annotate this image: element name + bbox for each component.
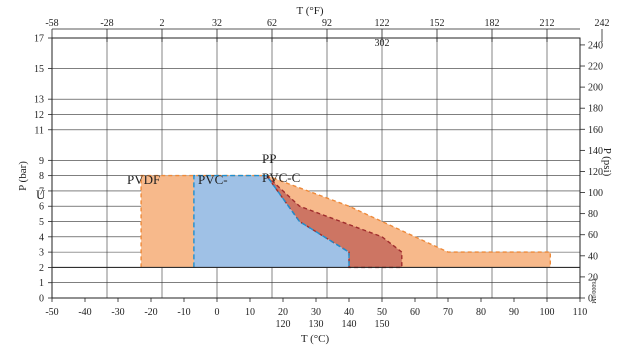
x-tick-label: 50 xyxy=(377,307,387,318)
series-label-u: U xyxy=(36,187,46,202)
y-right-tick-label: 160 xyxy=(588,125,603,136)
x-tick-label: -40 xyxy=(78,307,91,318)
y-right-tick-label: 40 xyxy=(588,251,598,262)
series-label-pvc-c: PVC-C xyxy=(262,170,300,185)
x-tick-label: 40 xyxy=(344,307,354,318)
y-right-tick-label: 200 xyxy=(588,83,603,94)
y-tick-label: 17 xyxy=(34,34,44,45)
x-tick-label: 60 xyxy=(410,307,420,318)
x-tick-label: 80 xyxy=(476,307,486,318)
x-top-axis-title: T (°F) xyxy=(296,5,323,17)
x-top-extra-tick-label: 302 xyxy=(375,38,390,49)
x-top-tick-label: -58 xyxy=(45,18,58,29)
y-tick-label: 0 xyxy=(39,294,44,305)
x-extra-tick-label: 150 xyxy=(375,319,390,330)
x-top-tick-label: 182 xyxy=(485,18,500,29)
x-top-tick-label: 212 xyxy=(540,18,555,29)
x-tick-label: -30 xyxy=(111,307,124,318)
area-pvc-outline xyxy=(193,174,350,268)
y-tick-label: 7 xyxy=(39,186,44,197)
x-tick-label: 110 xyxy=(573,307,588,318)
y-tick-label: 9 xyxy=(39,156,44,167)
x-top-tick-label: 32 xyxy=(212,18,222,29)
y-tick-label: 1 xyxy=(39,278,44,289)
y-right-tick-label: 220 xyxy=(588,62,603,73)
x-axis-title: T (°C) xyxy=(301,333,330,345)
x-top-tick-label: 62 xyxy=(267,18,277,29)
y-tick-label: 13 xyxy=(34,95,44,106)
figure-code: T6000/0M xyxy=(590,278,596,304)
x-tick-label: 20 xyxy=(278,307,288,318)
series-label-pp: PP xyxy=(262,151,276,166)
axes xyxy=(48,28,603,302)
x-top-tick-label: 92 xyxy=(322,18,332,29)
y-tick-label: 12 xyxy=(34,110,44,121)
x-top-tick-label: 152 xyxy=(430,18,445,29)
x-top-tick-label: 2 xyxy=(160,18,165,29)
y-tick-label: 5 xyxy=(39,217,44,228)
series-label-pvdf: PVDF xyxy=(127,172,160,187)
y-tick-label: 6 xyxy=(39,202,44,213)
area-pvdf-outline xyxy=(140,174,551,268)
x-tick-label: -20 xyxy=(144,307,157,318)
x-tick-label: 100 xyxy=(540,307,555,318)
x-top-tick-label: 122 xyxy=(375,18,390,29)
pressure-areas xyxy=(140,174,551,269)
x-tick-label: 0 xyxy=(215,307,220,318)
y-right-tick-label: 100 xyxy=(588,188,603,199)
tick-labels: -58-282326292122152182212242272302-50-40… xyxy=(34,18,610,330)
y-tick-label: 4 xyxy=(39,232,44,243)
y-right-tick-label: 60 xyxy=(588,230,598,241)
y-axis-title: P (bar) xyxy=(17,161,29,191)
y-right-tick-label: 20 xyxy=(588,272,598,283)
y-tick-label: 2 xyxy=(39,263,44,274)
x-tick-label: 10 xyxy=(245,307,255,318)
y-right-tick-label: 240 xyxy=(588,40,603,51)
x-tick-label: -50 xyxy=(45,307,58,318)
x-extra-tick-label: 130 xyxy=(309,319,324,330)
y-tick-label: 15 xyxy=(34,64,44,75)
y-tick-label: 11 xyxy=(34,125,44,136)
area-pvc xyxy=(193,175,349,268)
x-tick-label: -10 xyxy=(177,307,190,318)
y-right-axis-title: P (psi) xyxy=(601,148,613,177)
x-top-tick-label: 242 xyxy=(595,18,610,29)
y-right-tick-label: 0 xyxy=(588,294,593,305)
y-right-tick-label: 140 xyxy=(588,146,603,157)
area-pp xyxy=(266,175,402,268)
series-label-pvc: PVC- xyxy=(198,172,228,187)
y-tick-label: 8 xyxy=(39,171,44,182)
y-right-tick-label: 180 xyxy=(588,104,603,115)
x-extra-tick-label: 120 xyxy=(276,319,291,330)
y-tick-label: 3 xyxy=(39,248,44,259)
x-extra-tick-label: 140 xyxy=(342,319,357,330)
x-top-tick-label: -28 xyxy=(100,18,113,29)
y-right-tick-label: 120 xyxy=(588,167,603,178)
y-right-tick-label: 80 xyxy=(588,209,598,220)
x-tick-label: 70 xyxy=(443,307,453,318)
x-tick-label: 90 xyxy=(509,307,519,318)
x-tick-label: 30 xyxy=(311,307,321,318)
